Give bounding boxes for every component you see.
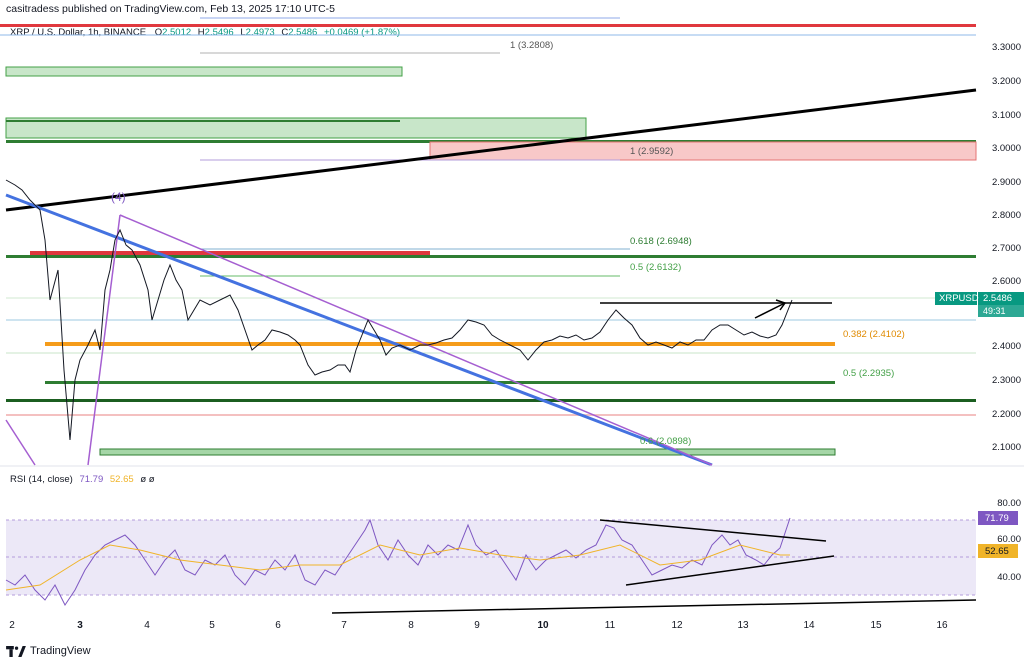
rsi-upper-trendline[interactable] bbox=[599, 519, 827, 542]
symbol-tag-bg bbox=[935, 292, 977, 305]
fib-label-6: 0.6 (2.0898) bbox=[640, 436, 692, 447]
red-level bbox=[30, 251, 430, 255]
countdown-tag-bg bbox=[978, 305, 1024, 317]
green-level-2700 bbox=[6, 255, 976, 258]
time-label: 4 bbox=[144, 620, 150, 631]
symbol-tag: XRPUSD bbox=[939, 293, 979, 304]
time-label: 8 bbox=[408, 620, 414, 631]
time-label: 3 bbox=[77, 620, 83, 631]
price-axis-label: 2.1000 bbox=[991, 442, 1021, 453]
rsi-axis-60: 60.00 bbox=[997, 534, 1021, 545]
change-value: +0.0469 (+1.87%) bbox=[323, 27, 400, 38]
brand-name[interactable]: TradingView bbox=[30, 645, 91, 657]
fib-label-382: 0.382 (2.4102) bbox=[843, 329, 905, 340]
time-label: 7 bbox=[341, 620, 347, 631]
rsi-lower-trendline[interactable] bbox=[625, 555, 835, 586]
time-label: 9 bbox=[474, 620, 480, 631]
price-axis-label: 3.0000 bbox=[991, 143, 1021, 154]
rsi-value: 71.79 bbox=[79, 474, 104, 485]
rsi-ma-value: 52.65 bbox=[109, 474, 134, 485]
high-value: 2.5496 bbox=[204, 27, 234, 38]
wave-line-left bbox=[5, 419, 36, 466]
rsi-tag-2: 52.65 bbox=[985, 546, 1009, 557]
fib-label-1b: 1 (2.9592) bbox=[630, 146, 674, 157]
green-zone-1 bbox=[5, 66, 403, 77]
price-axis-label: 2.9000 bbox=[991, 177, 1021, 188]
time-label: 11 bbox=[604, 620, 616, 631]
close-value: 2.5486 bbox=[288, 27, 318, 38]
time-label: 13 bbox=[737, 620, 749, 631]
red-zone bbox=[429, 141, 977, 161]
rsi-tag-1: 71.79 bbox=[985, 513, 1009, 524]
open-label: O bbox=[154, 27, 163, 38]
fib-label-5b: 0.5 (2.2935) bbox=[843, 368, 895, 379]
rsi-legend: RSI (14, close) 71.79 52.65 ø ø bbox=[10, 474, 155, 485]
rsi-axis-40: 40.00 bbox=[997, 572, 1021, 583]
rsi-label[interactable]: RSI (14, close) bbox=[10, 474, 73, 485]
low-label: L bbox=[240, 27, 246, 38]
price-axis-label: 2.8000 bbox=[991, 210, 1021, 221]
time-label: 10 bbox=[537, 620, 549, 631]
arrow-head bbox=[775, 299, 787, 311]
time-label: 16 bbox=[936, 620, 948, 631]
rsi-axis-80: 80.00 bbox=[997, 498, 1021, 509]
green-zone-bottom bbox=[99, 448, 836, 456]
price-axis-label: 3.2000 bbox=[991, 76, 1021, 87]
orange-382-level bbox=[45, 342, 835, 346]
time-label: 5 bbox=[209, 620, 215, 631]
price-tag-bg bbox=[978, 292, 1024, 305]
price-axis-label: 2.3000 bbox=[991, 375, 1021, 386]
rsi-suffix: ø ø bbox=[140, 474, 155, 485]
fib-label-1a: 1 (3.2808) bbox=[510, 40, 554, 51]
rsi-tag1-bg bbox=[978, 511, 1018, 525]
price-axis-label: 2.7000 bbox=[991, 243, 1021, 254]
time-label: 6 bbox=[275, 620, 281, 631]
green-zone-2 bbox=[5, 117, 587, 139]
price-axis-label: 3.1000 bbox=[991, 110, 1021, 121]
arrow-shaft bbox=[754, 302, 786, 319]
open-value: 2.5012 bbox=[162, 27, 192, 38]
rising-trendline[interactable] bbox=[5, 88, 977, 212]
wave-line-up bbox=[87, 214, 121, 466]
rsi-long-trendline[interactable] bbox=[331, 599, 977, 614]
publisher-header: casitradess published on TradingView.com… bbox=[6, 3, 335, 15]
price-tag: 2.5486 bbox=[983, 293, 1013, 304]
time-label: 15 bbox=[870, 620, 882, 631]
blue-downtrend[interactable] bbox=[5, 193, 713, 467]
symbol-name[interactable]: XRP / U.S. Dollar, 1h, BINANCE bbox=[10, 27, 147, 38]
purple-downtrend[interactable] bbox=[119, 214, 713, 466]
wave-4-label: (4) bbox=[111, 190, 126, 204]
countdown-tag: 49:31 bbox=[983, 306, 1006, 316]
price-axis-label: 3.3000 bbox=[991, 42, 1021, 53]
price-axis-label: 2.2000 bbox=[991, 409, 1021, 420]
top-red-line bbox=[0, 24, 976, 27]
rsi-tag2-bg bbox=[978, 544, 1018, 558]
footer: TradingView bbox=[6, 645, 91, 657]
time-label: 2 bbox=[9, 620, 15, 631]
low-value: 2.4973 bbox=[245, 27, 275, 38]
fib-label-618: 0.618 (2.6948) bbox=[630, 236, 692, 247]
price-axis-label: 2.4000 bbox=[991, 341, 1021, 352]
high-label: H bbox=[197, 27, 205, 38]
symbol-legend: XRP / U.S. Dollar, 1h, BINANCE O2.5012 H… bbox=[10, 27, 400, 38]
fib-label-5a: 0.5 (2.6132) bbox=[630, 262, 682, 273]
green-5-level bbox=[45, 381, 835, 384]
time-label: 12 bbox=[671, 620, 683, 631]
tradingview-logo-icon[interactable] bbox=[6, 645, 26, 657]
dark-green-level bbox=[6, 399, 976, 402]
close-label: C bbox=[281, 27, 289, 38]
price-axis-label: 2.6000 bbox=[991, 276, 1021, 287]
time-label: 14 bbox=[803, 620, 815, 631]
